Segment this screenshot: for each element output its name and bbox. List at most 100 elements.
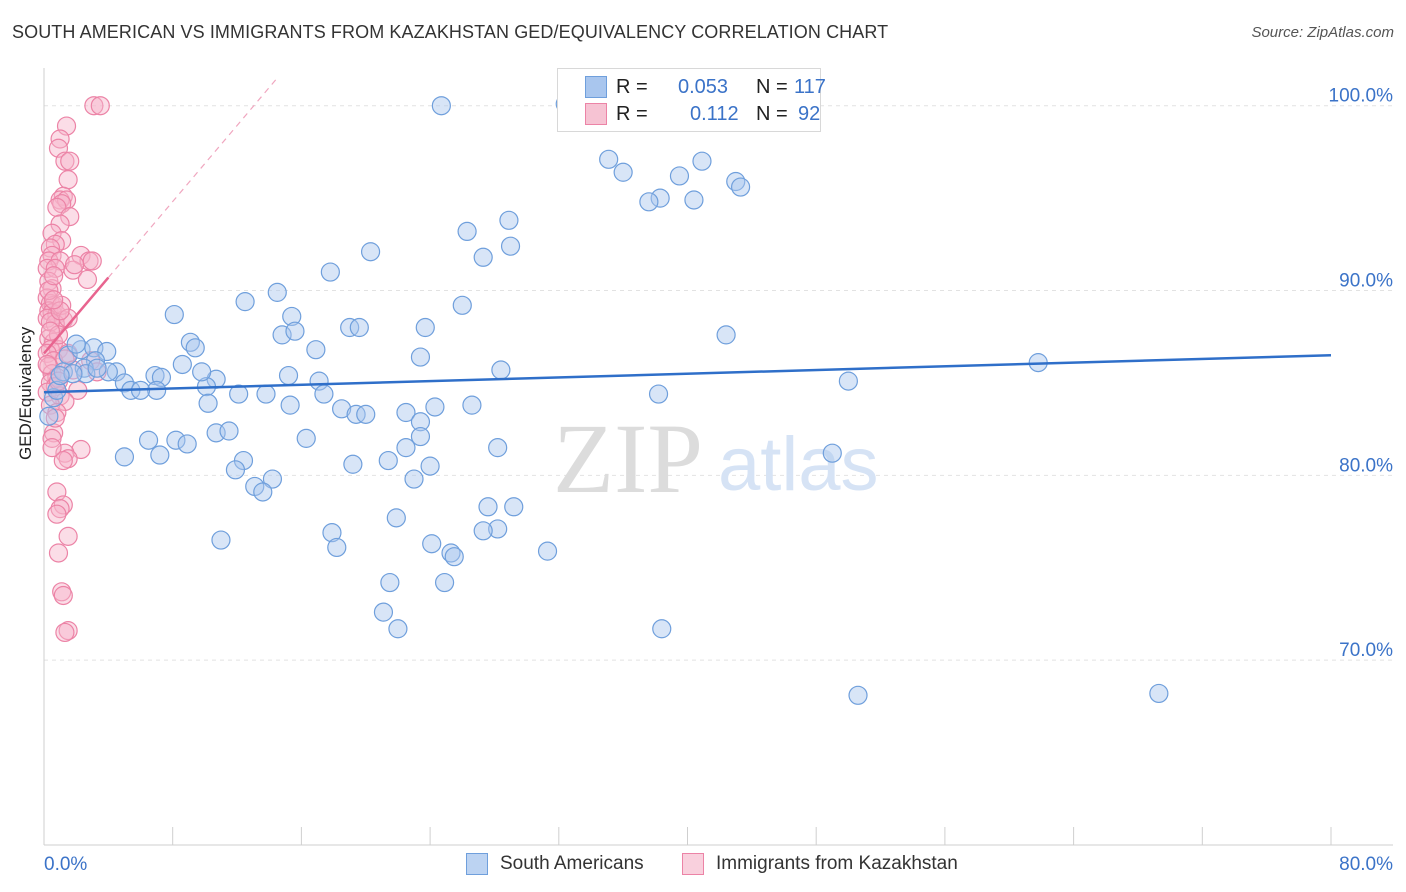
south-american-point bbox=[211, 530, 231, 550]
south-american-point bbox=[166, 430, 186, 450]
south-american-point bbox=[478, 497, 498, 517]
south-american-point bbox=[145, 365, 165, 386]
south-american-point bbox=[648, 384, 669, 404]
south-american-point bbox=[66, 334, 86, 354]
kazakhstan-point bbox=[44, 290, 64, 310]
south-american-point bbox=[378, 450, 398, 471]
kazakhstan-point bbox=[47, 504, 67, 524]
south-american-point bbox=[404, 469, 424, 489]
south-american-point bbox=[410, 347, 431, 367]
south-american-point bbox=[225, 460, 246, 480]
south-american-point bbox=[114, 373, 135, 393]
kazakhstan-point bbox=[82, 251, 102, 271]
south-american-point bbox=[499, 210, 519, 230]
south-american-point bbox=[434, 572, 455, 593]
kazakhstan-point bbox=[58, 621, 78, 641]
y-tick-label: 90.0% bbox=[1339, 271, 1393, 292]
source-label: Source: ZipAtlas.com bbox=[1251, 24, 1394, 41]
south-american-point bbox=[488, 519, 508, 539]
south-american-point bbox=[457, 221, 477, 241]
south-american-point bbox=[730, 177, 751, 197]
south-american-point bbox=[39, 406, 59, 426]
south-american-point bbox=[150, 445, 170, 465]
south-american-point bbox=[85, 351, 106, 371]
south-american-point bbox=[613, 162, 633, 182]
south-american-point bbox=[396, 402, 416, 423]
gridlines bbox=[44, 105, 1393, 661]
kazakhstan-point bbox=[58, 170, 78, 190]
south-american-point bbox=[444, 547, 464, 567]
kazakhstan-point bbox=[58, 308, 78, 328]
south-american-point bbox=[253, 482, 273, 502]
south-american-point bbox=[1149, 683, 1169, 704]
kazakhstan-point bbox=[47, 197, 67, 217]
south-american-point bbox=[652, 619, 672, 639]
legend-r-label: R = bbox=[616, 75, 648, 98]
kazakhstan-point bbox=[60, 151, 80, 171]
legend-n-label: N = bbox=[756, 75, 788, 98]
south-american-point bbox=[314, 384, 334, 404]
south-american-point bbox=[306, 340, 326, 360]
south-american-point bbox=[340, 317, 360, 338]
kazakhstan-point bbox=[50, 499, 70, 519]
south-american-point bbox=[431, 96, 451, 116]
south-american-point bbox=[219, 421, 239, 441]
south-american-point bbox=[422, 534, 442, 554]
south-american-point bbox=[177, 434, 197, 454]
south-american-point bbox=[349, 317, 369, 338]
watermark-atlas: atlas bbox=[718, 422, 879, 507]
south-american-point bbox=[192, 362, 212, 382]
south-american-point bbox=[684, 190, 704, 210]
legend-n-label: N = bbox=[756, 102, 788, 125]
south-american-point bbox=[114, 447, 135, 467]
trendlines bbox=[43, 77, 1332, 394]
south-american-point bbox=[386, 508, 406, 528]
x-tick-label-start: 0.0% bbox=[44, 854, 87, 875]
legend-r-value: 0.112 bbox=[690, 102, 739, 125]
bottom-legend-kazakhstan: Immigrants from Kazakhstan bbox=[682, 852, 958, 876]
south-american-point bbox=[332, 399, 352, 419]
legend-n-value: 92 bbox=[798, 102, 821, 125]
kazakhstan-point bbox=[45, 408, 65, 428]
kazakhstan-point bbox=[55, 622, 75, 643]
kazakhstan-point bbox=[50, 301, 70, 321]
south-american-point bbox=[441, 543, 461, 563]
south-american-point bbox=[838, 371, 858, 391]
kazakhstan-point bbox=[37, 354, 57, 375]
watermark-zip: ZIP bbox=[553, 403, 703, 514]
south-american-trendline bbox=[43, 353, 1332, 394]
legend-r-label: R = bbox=[616, 102, 648, 125]
south-american-point bbox=[473, 521, 493, 541]
y-tick-label: 100.0% bbox=[1329, 86, 1394, 107]
kazakhstan-point bbox=[55, 151, 75, 171]
legend-r-value: 0.053 bbox=[678, 75, 729, 98]
kazakhstan-point bbox=[44, 266, 64, 286]
stats-legend: R = 0.053 N = 117 R = 0.112 N = 92 bbox=[557, 68, 826, 132]
south-american-point bbox=[185, 338, 205, 358]
kazakhstan-point bbox=[53, 585, 73, 606]
south-american-point bbox=[280, 395, 300, 415]
south-american-point bbox=[172, 354, 192, 375]
legend-swatch-pink bbox=[682, 853, 704, 875]
south-american-point bbox=[822, 443, 842, 463]
south-american-point bbox=[164, 304, 184, 325]
kazakhstan-point bbox=[60, 207, 80, 227]
kazakhstan-point bbox=[40, 321, 61, 341]
south-american-point bbox=[373, 602, 394, 622]
south-american-point bbox=[410, 412, 431, 432]
south-american-point bbox=[388, 619, 408, 639]
kazakhstan-point bbox=[58, 526, 78, 546]
bottom-legend-south-american: South Americans bbox=[466, 852, 644, 876]
kazakhstan-point bbox=[42, 438, 62, 458]
kazakhstan-point bbox=[71, 439, 91, 460]
south-american-point bbox=[462, 395, 482, 415]
legend-series-name: South Americans bbox=[500, 853, 644, 874]
kazakhstan-point bbox=[90, 96, 110, 116]
kazakhstan-point bbox=[84, 96, 104, 116]
south-american-point bbox=[282, 306, 302, 327]
south-american-point bbox=[198, 393, 218, 413]
south-american-point bbox=[452, 295, 472, 315]
south-american-point bbox=[415, 317, 435, 338]
legend-swatch-blue bbox=[466, 853, 488, 875]
